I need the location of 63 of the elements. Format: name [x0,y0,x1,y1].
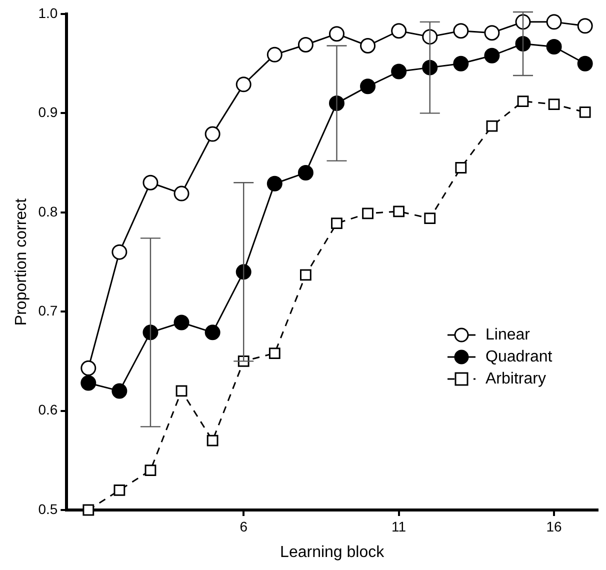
point [298,37,314,52]
y-axis-title: Proportion correct [13,198,30,326]
x-tick-label: 11 [392,518,406,534]
point [142,174,158,190]
point [422,60,438,76]
point [424,212,436,224]
legend-label: Linear [486,326,531,344]
point [577,56,593,72]
point [515,14,531,30]
point [328,26,344,42]
point [486,120,498,132]
point [391,23,407,39]
legend-label: Quadrant [486,348,553,366]
y-tick-label: 0.8 [38,203,58,220]
point [579,106,591,118]
point [144,464,156,476]
point [206,434,218,446]
point [174,314,190,330]
point [266,46,282,62]
y-tick-label: 0.9 [38,104,58,120]
point [114,484,126,496]
point [80,360,96,376]
point [204,324,220,340]
point [80,375,96,391]
point [517,96,529,107]
point [266,176,282,192]
point [82,504,94,516]
point [360,78,376,94]
point [453,56,469,72]
x-tick-label: 16 [546,518,562,534]
y-tick-label: 1.0 [38,4,58,21]
x-axis-title: Learning block [280,544,386,561]
point [577,18,593,34]
point [484,48,500,64]
point [455,162,467,174]
y-tick-label: 0.7 [38,302,58,318]
point [300,269,312,281]
point [453,23,469,39]
point [546,14,562,30]
y-tick-label: 0.5 [38,500,58,517]
point [360,38,376,54]
point [236,76,252,92]
point [112,244,128,260]
point [515,36,531,52]
point [393,206,405,218]
point [362,208,374,220]
legend-label: Arbitrary [486,370,546,388]
point [142,324,158,340]
point [331,218,342,230]
x-tick-label: 6 [240,518,248,534]
point [546,38,562,54]
point [268,348,280,359]
point [484,25,500,41]
point [391,64,407,80]
point [422,29,438,45]
y-tick-label: 0.6 [38,402,58,418]
point [204,126,220,142]
point [298,164,314,180]
point [548,98,560,110]
point [236,264,252,280]
point [176,385,188,397]
point [174,186,190,202]
point [112,383,128,399]
